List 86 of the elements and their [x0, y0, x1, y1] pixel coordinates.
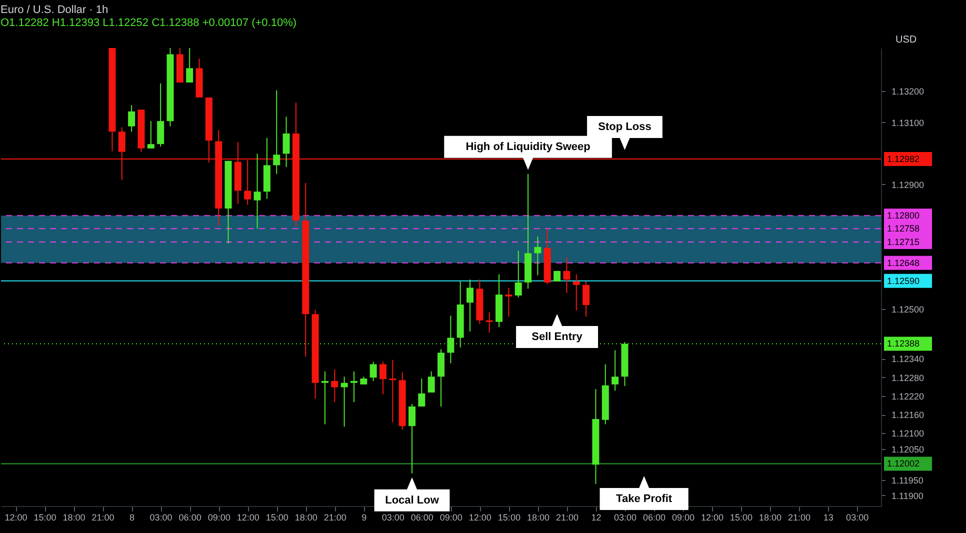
candlestick [273, 90, 280, 174]
candlestick [572, 274, 580, 311]
annotation: Stop Loss [598, 121, 652, 133]
y-tick-label: 1.12050 [892, 444, 924, 454]
x-tick-label: 18:00 [294, 512, 318, 522]
x-tick-label: 13 [823, 512, 834, 522]
x-tick-label: 9 [362, 512, 367, 522]
x-tick-label: 21:00 [324, 512, 346, 522]
x-tick-label: 03:00 [614, 512, 636, 522]
x-tick-label: 12:00 [236, 512, 260, 522]
y-tick-label: 1.13100 [892, 118, 924, 128]
annotation: High of Liquidity Sweep [466, 140, 591, 153]
annotation: Local Low [385, 494, 440, 506]
x-tick-label: 06:00 [642, 512, 666, 522]
y-tick-label: 1.11900 [892, 490, 924, 501]
candlestick [282, 116, 290, 168]
x-tick-label: 03:00 [846, 512, 869, 522]
y-tick-label: 1.11950 [892, 475, 924, 486]
x-tick-label: 03:00 [150, 512, 172, 522]
y-tick-label: 1.12340 [892, 354, 924, 364]
candlestick [486, 312, 493, 333]
candlestick [128, 104, 136, 132]
candlestick [321, 370, 328, 425]
y-tick-label: 1.13200 [892, 86, 924, 97]
x-tick-label: 06:00 [178, 512, 202, 522]
y-tick-label: 1.12160 [892, 410, 924, 420]
ref-line-label: 1.12590 [887, 276, 920, 286]
x-tick-label: 15:00 [730, 512, 753, 522]
y-axis-title: USD [896, 34, 917, 46]
candlestick [534, 236, 542, 276]
ref-line-label: 1.12648 [887, 258, 920, 268]
ref-line-label: 1.12758 [887, 224, 920, 234]
candlestick [505, 287, 512, 318]
x-tick-label: 15:00 [34, 512, 56, 522]
y-tick-label: 1.12100 [892, 428, 924, 439]
x-tick-label: 12 [591, 512, 602, 522]
x-tick-label: 18:00 [759, 512, 782, 522]
x-tick-label: 18:00 [526, 512, 550, 522]
candlestick [331, 369, 338, 403]
y-tick-label: 1.12500 [892, 304, 924, 314]
ref-line-label: 1.12982 [887, 154, 920, 164]
candlestick [447, 315, 454, 364]
x-tick-label: 8 [130, 512, 135, 522]
candlestick [186, 48, 194, 84]
ref-line-label: 1.12800 [887, 210, 920, 221]
candlestick [408, 404, 416, 474]
candlestick [254, 153, 261, 230]
x-tick-label: 09:00 [672, 512, 695, 522]
candlestick [379, 361, 386, 395]
candlestick [438, 348, 444, 407]
candlestick [157, 82, 164, 148]
ref-line-label: 1.12002 [887, 458, 920, 469]
candlestick [514, 250, 522, 298]
candlestick [612, 350, 619, 392]
x-tick-label: 21:00 [92, 512, 114, 522]
x-tick-label: 12:00 [4, 512, 28, 522]
x-tick-label: 06:00 [410, 512, 434, 522]
x-tick-label: 21:00 [556, 512, 578, 522]
candlestick [563, 257, 570, 294]
x-tick-label: 15:00 [266, 512, 288, 522]
x-tick-label: 18:00 [62, 512, 86, 522]
y-tick-label: 1.12280 [892, 372, 924, 383]
candlestick [466, 279, 474, 332]
candlestick [147, 120, 154, 149]
y-tick-label: 1.12220 [892, 391, 924, 402]
ref-line-label: 1.12715 [887, 237, 920, 248]
annotation: Take Profit [616, 493, 672, 505]
candlestick [340, 376, 348, 428]
candlestick [389, 359, 396, 423]
chart-subtitle: O1.12282 H1.12393 L1.12252 C1.12388 +0.00107 (+0.10%) [0, 17, 297, 29]
x-tick-label: 12:00 [701, 512, 724, 522]
chart-title: Euro / U.S. Dollar · 1h [0, 4, 108, 16]
y-tick-label: 1.12900 [892, 180, 924, 190]
x-tick-label: 12:00 [468, 512, 492, 522]
candlestick [370, 361, 377, 382]
candlestick [582, 281, 590, 318]
x-tick-label: 03:00 [382, 512, 404, 522]
candlestick [418, 378, 426, 407]
annotation: Sell Entry [532, 331, 584, 343]
candlestick [350, 370, 358, 403]
candlestick [428, 370, 435, 394]
x-tick-label: 09:00 [440, 512, 462, 522]
x-tick-label: 21:00 [788, 512, 811, 522]
ref-line-label: 1.12388 [887, 338, 920, 349]
x-tick-label: 09:00 [208, 512, 230, 522]
x-tick-label: 15:00 [498, 512, 520, 522]
